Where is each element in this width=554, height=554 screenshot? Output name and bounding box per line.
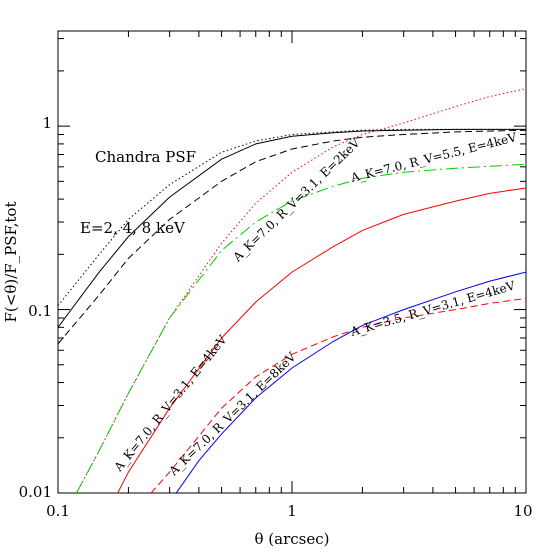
x-axis-label: θ (arcsec) — [255, 530, 330, 548]
curve-label-ak7-rv55-4kev: A_K=7.0, R_V=5.5, E=4keV — [348, 130, 518, 185]
curve-label-ak7-rv3-2kev: A_K=7.0, R_V=3.1, E=2keV — [230, 136, 363, 265]
curve-label-ak7-rv3-8kev: A_K=7.0, R_V=3.1, E=8keV — [166, 350, 299, 479]
y-tick-label-2: 1 — [42, 114, 52, 132]
series-line-5 — [117, 187, 526, 493]
x-tick-label-0: 0.1 — [46, 502, 70, 520]
curve-label-ak35-rv3-4kev: A_K=3.5, R_V=3.1, E=4keV — [348, 278, 517, 339]
x-tick-label-2: 10 — [513, 502, 532, 520]
series-line-7 — [175, 271, 526, 493]
x-tick-label-1: 1 — [287, 502, 297, 520]
series-line-0 — [58, 128, 526, 307]
psf-title-annotation: Chandra PSF — [95, 148, 196, 166]
axis-ticks — [57, 31, 527, 494]
series-lines — [58, 88, 526, 493]
curve-label-ak7-rv3-4kev: A_K=7.0, R_V=3.1, E=4keV — [111, 332, 230, 474]
y-tick-label-1: 0.1 — [28, 302, 52, 320]
series-line-2 — [58, 129, 526, 345]
series-line-4 — [76, 163, 526, 493]
series-line-1 — [58, 128, 526, 328]
plot-frame — [57, 30, 527, 494]
energies-annotation: E=2, 4, 8 keV — [80, 219, 186, 237]
series-line-6 — [150, 297, 526, 493]
y-tick-label-0: 0.01 — [19, 483, 52, 501]
y-axis-label: F(<θ)/F_PSF,tot — [2, 202, 20, 323]
